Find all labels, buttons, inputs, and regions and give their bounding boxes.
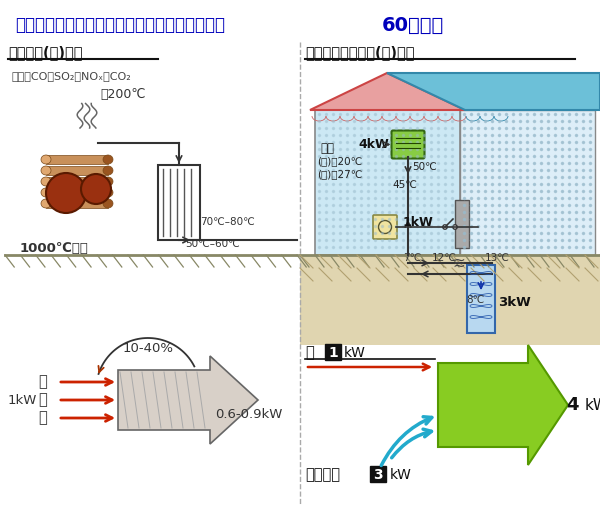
Bar <box>315 110 460 255</box>
Text: 0.6-0.9kW: 0.6-0.9kW <box>215 408 283 421</box>
Text: 煎: 煎 <box>38 375 47 389</box>
Text: 1000℃以上: 1000℃以上 <box>20 241 89 255</box>
Text: 1kW: 1kW <box>403 216 434 228</box>
Text: 3: 3 <box>373 468 383 482</box>
Text: 粉尘、CO、SO₂、NOₓ、CO₂: 粉尘、CO、SO₂、NOₓ、CO₂ <box>12 71 132 81</box>
Circle shape <box>46 173 86 213</box>
Bar <box>455 200 469 248</box>
Text: kW: kW <box>585 397 600 413</box>
Bar <box>460 110 595 255</box>
Text: 电: 电 <box>305 345 314 361</box>
Text: kW: kW <box>390 468 412 482</box>
Ellipse shape <box>103 166 113 175</box>
Text: 室温: 室温 <box>320 141 334 155</box>
Text: 1: 1 <box>328 346 338 360</box>
Text: ～200℃: ～200℃ <box>100 88 145 102</box>
Bar <box>325 344 341 360</box>
Ellipse shape <box>41 199 51 208</box>
Text: 50℃: 50℃ <box>412 162 437 172</box>
Bar <box>300 255 600 345</box>
Bar <box>46 188 108 197</box>
Bar <box>46 177 108 186</box>
Bar <box>158 165 200 240</box>
Text: 8℃: 8℃ <box>466 295 484 305</box>
Polygon shape <box>387 73 600 110</box>
Circle shape <box>443 225 447 229</box>
Polygon shape <box>118 356 258 444</box>
Text: 4kW: 4kW <box>358 138 389 152</box>
Text: 60％以上: 60％以上 <box>382 16 444 34</box>
FancyBboxPatch shape <box>373 215 397 239</box>
Text: 油: 油 <box>38 392 47 408</box>
Text: 45℃: 45℃ <box>392 180 417 190</box>
Ellipse shape <box>41 155 51 164</box>
Ellipse shape <box>103 199 113 208</box>
Text: kW: kW <box>344 346 366 360</box>
FancyBboxPatch shape <box>392 130 425 159</box>
Text: 3kW: 3kW <box>498 296 531 310</box>
Circle shape <box>453 225 457 229</box>
Text: 10-40%: 10-40% <box>122 341 173 355</box>
Ellipse shape <box>41 188 51 197</box>
Text: 1kW: 1kW <box>8 393 37 407</box>
Text: (夏)～27℃: (夏)～27℃ <box>317 169 362 179</box>
Circle shape <box>81 174 111 204</box>
Text: 浅层地能: 浅层地能 <box>305 468 340 482</box>
Text: 新型浅层地能供暖(冷)方式: 新型浅层地能供暖(冷)方式 <box>305 45 415 61</box>
Polygon shape <box>438 345 568 465</box>
Text: 7℃: 7℃ <box>403 253 421 263</box>
Text: ≋: ≋ <box>452 256 465 271</box>
Text: 13℃: 13℃ <box>485 253 510 263</box>
Text: 气: 气 <box>38 411 47 426</box>
Bar <box>46 166 108 175</box>
Text: 50℃–60℃: 50℃–60℃ <box>185 239 240 249</box>
Ellipse shape <box>41 177 51 186</box>
Text: 12℃: 12℃ <box>432 253 457 263</box>
Ellipse shape <box>41 166 51 175</box>
Bar <box>46 155 108 164</box>
Bar <box>370 466 386 482</box>
Text: 70℃–80℃: 70℃–80℃ <box>200 217 255 227</box>
Bar <box>467 265 495 333</box>
Ellipse shape <box>103 155 113 164</box>
Ellipse shape <box>103 177 113 186</box>
Text: 建筑物供暖能源中浅层地能可再生能源比例可达: 建筑物供暖能源中浅层地能可再生能源比例可达 <box>15 16 225 34</box>
Text: (冬)～20℃: (冬)～20℃ <box>317 156 362 166</box>
Bar <box>46 199 108 208</box>
Text: 传统供暖(冷)方式: 传统供暖(冷)方式 <box>8 45 83 61</box>
Ellipse shape <box>103 188 113 197</box>
Polygon shape <box>310 73 465 110</box>
Text: 4: 4 <box>566 396 578 414</box>
